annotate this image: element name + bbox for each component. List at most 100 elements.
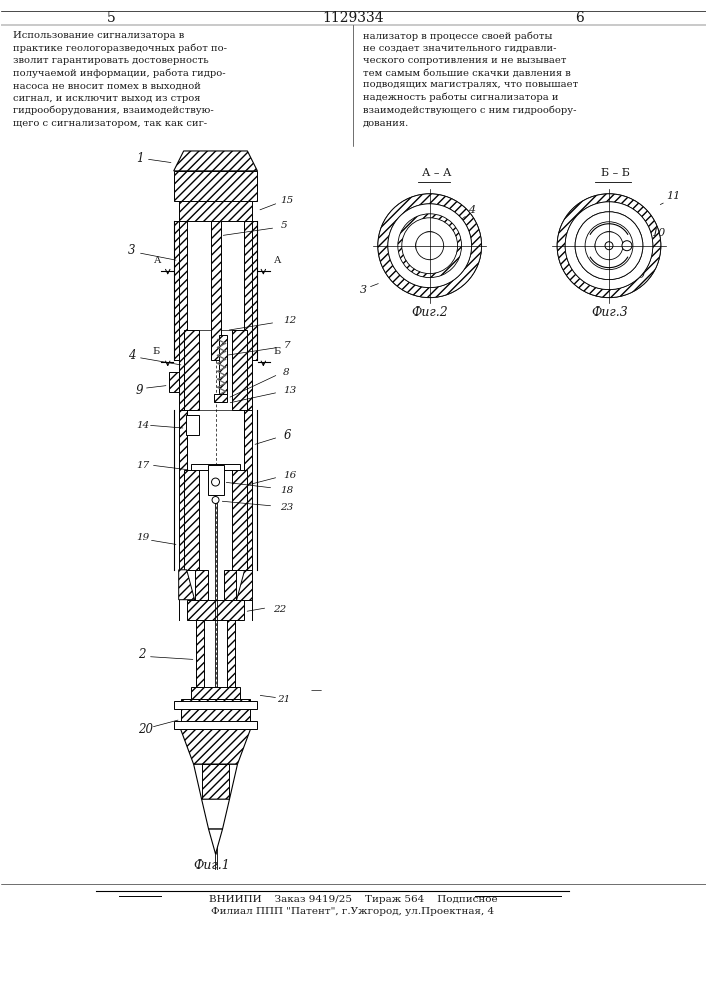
Text: 20: 20: [138, 723, 153, 736]
Bar: [169, 372, 179, 392]
Text: 7: 7: [284, 341, 290, 350]
Text: 1129334: 1129334: [322, 11, 384, 25]
Circle shape: [595, 232, 623, 260]
Text: 17: 17: [136, 461, 149, 470]
Bar: [179, 410, 187, 570]
Circle shape: [402, 218, 457, 274]
Bar: [247, 221, 257, 360]
Text: 4: 4: [467, 205, 474, 215]
Text: 3: 3: [128, 244, 135, 257]
Wedge shape: [575, 212, 643, 280]
Polygon shape: [179, 570, 194, 600]
Text: 22: 22: [274, 605, 286, 614]
Text: 13: 13: [284, 386, 296, 395]
Polygon shape: [209, 829, 223, 854]
Circle shape: [378, 194, 481, 298]
Text: 8: 8: [284, 368, 290, 377]
Text: Использование сигнализатора в
практике геологоразведочных работ по-
зволит гаран: Использование сигнализатора в практике г…: [13, 31, 228, 128]
Text: 18: 18: [280, 486, 293, 495]
Polygon shape: [181, 729, 250, 764]
Bar: [174, 721, 257, 729]
Bar: [184, 470, 199, 570]
Text: 9: 9: [136, 384, 144, 397]
Bar: [233, 330, 247, 410]
Text: Фиг.1: Фиг.1: [194, 859, 230, 872]
Bar: [179, 221, 187, 470]
Bar: [416, 232, 444, 260]
Circle shape: [212, 497, 219, 503]
Polygon shape: [236, 570, 252, 600]
Bar: [199, 330, 233, 410]
Text: 5: 5: [107, 11, 115, 25]
Text: Филиал ППП "Патент", г.Ужгород, ул.Проектная, 4: Филиал ППП "Патент", г.Ужгород, ул.Проек…: [211, 907, 495, 916]
Bar: [214, 394, 228, 402]
Text: Фиг.3: Фиг.3: [591, 306, 628, 319]
Bar: [187, 600, 245, 620]
Text: 6: 6: [284, 429, 291, 442]
Bar: [191, 464, 240, 470]
Text: 5: 5: [280, 221, 287, 230]
Bar: [208, 465, 223, 495]
Text: 14: 14: [136, 421, 149, 430]
Bar: [181, 699, 250, 729]
Text: А: А: [274, 256, 281, 265]
Polygon shape: [194, 570, 208, 600]
Circle shape: [211, 478, 220, 486]
Text: 1: 1: [136, 152, 144, 165]
Bar: [191, 687, 240, 699]
Circle shape: [605, 242, 613, 250]
Circle shape: [416, 232, 444, 260]
Bar: [186, 415, 199, 435]
Polygon shape: [223, 570, 236, 600]
Bar: [174, 171, 257, 201]
Text: 3: 3: [360, 285, 367, 295]
Polygon shape: [201, 799, 230, 829]
Polygon shape: [194, 764, 238, 799]
Text: 5: 5: [449, 233, 456, 243]
Bar: [201, 764, 230, 799]
Bar: [233, 470, 247, 570]
Bar: [245, 410, 252, 570]
Wedge shape: [398, 214, 462, 278]
Bar: [595, 232, 623, 260]
Bar: [245, 221, 252, 470]
Text: А: А: [154, 256, 161, 265]
Wedge shape: [378, 194, 481, 298]
Bar: [228, 620, 235, 689]
Circle shape: [575, 212, 643, 280]
Text: ВНИИПИ    Заказ 9419/25    Тираж 564    Подписное: ВНИИПИ Заказ 9419/25 Тираж 564 Подписное: [209, 895, 497, 904]
Text: 10: 10: [651, 228, 665, 238]
Text: нализатор в процессе своей работы
не создает значительного гидравли-
ческого соп: нализатор в процессе своей работы не соз…: [363, 31, 578, 127]
Text: 11: 11: [666, 191, 680, 201]
Circle shape: [622, 241, 632, 251]
Text: 12: 12: [284, 316, 296, 325]
Bar: [174, 701, 257, 709]
Circle shape: [557, 194, 661, 298]
Text: Б: Б: [274, 347, 281, 356]
Text: —: —: [310, 685, 321, 695]
Text: 2: 2: [138, 648, 146, 661]
Wedge shape: [557, 194, 661, 298]
Bar: [184, 330, 199, 410]
Text: 6: 6: [575, 11, 583, 25]
Text: Б: Б: [152, 347, 159, 356]
Text: 15: 15: [280, 196, 293, 205]
Text: 9: 9: [638, 270, 645, 280]
Bar: [196, 620, 204, 689]
Circle shape: [388, 204, 472, 288]
Text: 19: 19: [136, 533, 149, 542]
Circle shape: [565, 202, 653, 290]
Text: 21: 21: [277, 695, 291, 704]
Text: 16: 16: [284, 471, 296, 480]
Bar: [211, 221, 221, 360]
Polygon shape: [174, 151, 257, 171]
Circle shape: [585, 222, 633, 270]
Text: 23: 23: [280, 503, 293, 512]
Text: 4: 4: [128, 349, 135, 362]
Bar: [179, 201, 252, 221]
Bar: [174, 221, 184, 360]
Bar: [218, 335, 226, 395]
Text: Фиг.2: Фиг.2: [411, 306, 448, 319]
Text: А – А: А – А: [422, 168, 451, 178]
Text: Б – Б: Б – Б: [601, 168, 630, 178]
